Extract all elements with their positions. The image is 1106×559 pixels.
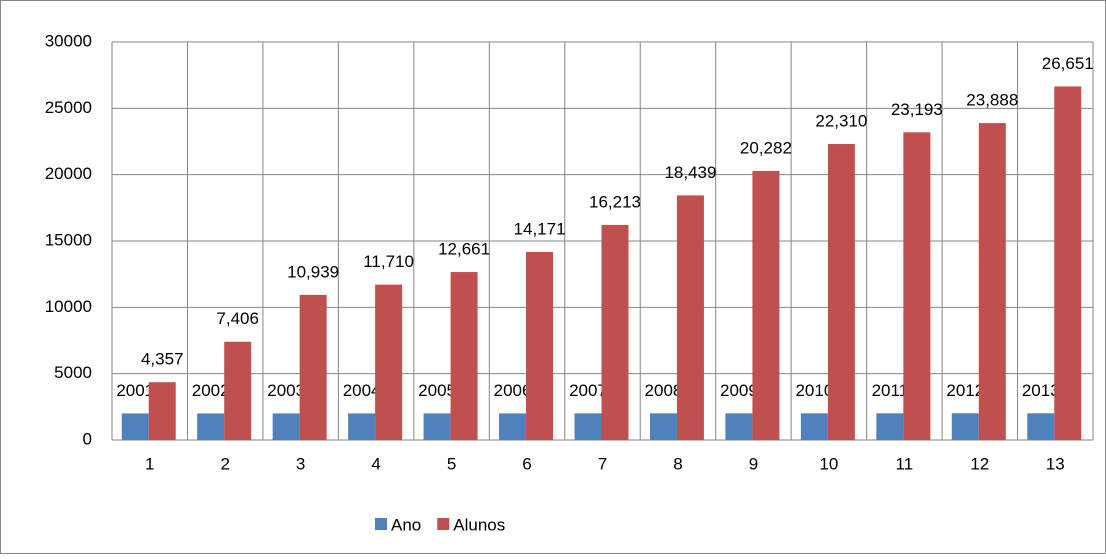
x-tick-label: 1 — [145, 454, 154, 473]
bar — [348, 413, 376, 440]
x-tick-label: 10 — [819, 454, 838, 473]
data-label: 20,282 — [740, 138, 792, 157]
bar — [1027, 413, 1055, 440]
data-label: 2004 — [343, 381, 381, 400]
x-tick-label: 4 — [371, 454, 380, 473]
data-label: 14,171 — [514, 219, 566, 238]
data-label: 16,213 — [589, 192, 641, 211]
bar — [121, 413, 149, 440]
data-label: 2013 — [1022, 381, 1060, 400]
legend-label: Alunos — [453, 515, 505, 534]
x-tick-label: 2 — [220, 454, 229, 473]
y-tick-label: 25000 — [45, 98, 92, 117]
x-tick-label: 12 — [970, 454, 989, 473]
bar — [903, 132, 931, 440]
data-label: 2010 — [795, 381, 833, 400]
x-tick-label: 7 — [598, 454, 607, 473]
data-label: 2012 — [946, 381, 984, 400]
data-label: 23,193 — [891, 100, 943, 119]
y-tick-label: 0 — [83, 429, 92, 448]
data-label: 22,310 — [815, 112, 867, 131]
bar — [450, 272, 478, 440]
bar — [649, 413, 677, 440]
bar — [951, 413, 979, 440]
data-label: 2002 — [192, 381, 230, 400]
legend-swatch — [437, 518, 450, 530]
bar — [423, 413, 451, 440]
bar — [876, 413, 904, 440]
bar — [299, 294, 327, 440]
data-label: 11,710 — [363, 252, 414, 271]
data-label: 2009 — [720, 381, 758, 400]
bar — [574, 413, 602, 440]
x-tick-label: 9 — [749, 454, 758, 473]
x-tick-label: 8 — [673, 454, 682, 473]
data-label: 4,357 — [141, 350, 184, 369]
data-label: 7,406 — [216, 309, 259, 328]
y-tick-label: 10000 — [45, 297, 92, 316]
y-tick-label: 15000 — [45, 230, 92, 249]
data-label: 2011 — [872, 381, 909, 400]
bar — [601, 224, 629, 440]
bar — [827, 144, 855, 440]
legend-label: Ano — [391, 515, 421, 534]
bar — [752, 170, 780, 440]
data-label: 2008 — [645, 381, 683, 400]
data-label: 26,651 — [1042, 54, 1094, 73]
x-tick-label: 11 — [896, 454, 914, 473]
data-label: 12,661 — [438, 240, 490, 259]
data-label: 18,439 — [664, 163, 716, 182]
bar — [978, 123, 1006, 440]
bar — [725, 413, 753, 440]
data-label: 2003 — [267, 381, 305, 400]
y-tick-label: 20000 — [45, 164, 92, 183]
bar — [272, 413, 300, 440]
bar — [1054, 86, 1082, 441]
x-tick-label: 3 — [296, 454, 305, 473]
data-label: 2007 — [569, 381, 607, 400]
bar — [676, 195, 704, 440]
data-label: 2005 — [418, 381, 456, 400]
data-label: 2006 — [494, 381, 532, 400]
bar — [197, 413, 225, 440]
bar — [375, 284, 403, 440]
legend-swatch — [375, 518, 387, 530]
bar — [148, 382, 176, 440]
data-label: 10,939 — [287, 262, 339, 281]
bar — [224, 341, 252, 440]
data-label: 23,888 — [966, 91, 1018, 110]
bar — [499, 413, 527, 440]
y-tick-label: 30000 — [45, 31, 92, 50]
bar — [800, 413, 828, 440]
y-tick-label: 5000 — [54, 363, 92, 382]
data-label: 2001 — [116, 381, 154, 400]
x-tick-label: 13 — [1046, 454, 1065, 473]
x-tick-label: 6 — [522, 454, 531, 473]
bar — [526, 251, 554, 440]
x-tick-label: 5 — [447, 454, 456, 473]
